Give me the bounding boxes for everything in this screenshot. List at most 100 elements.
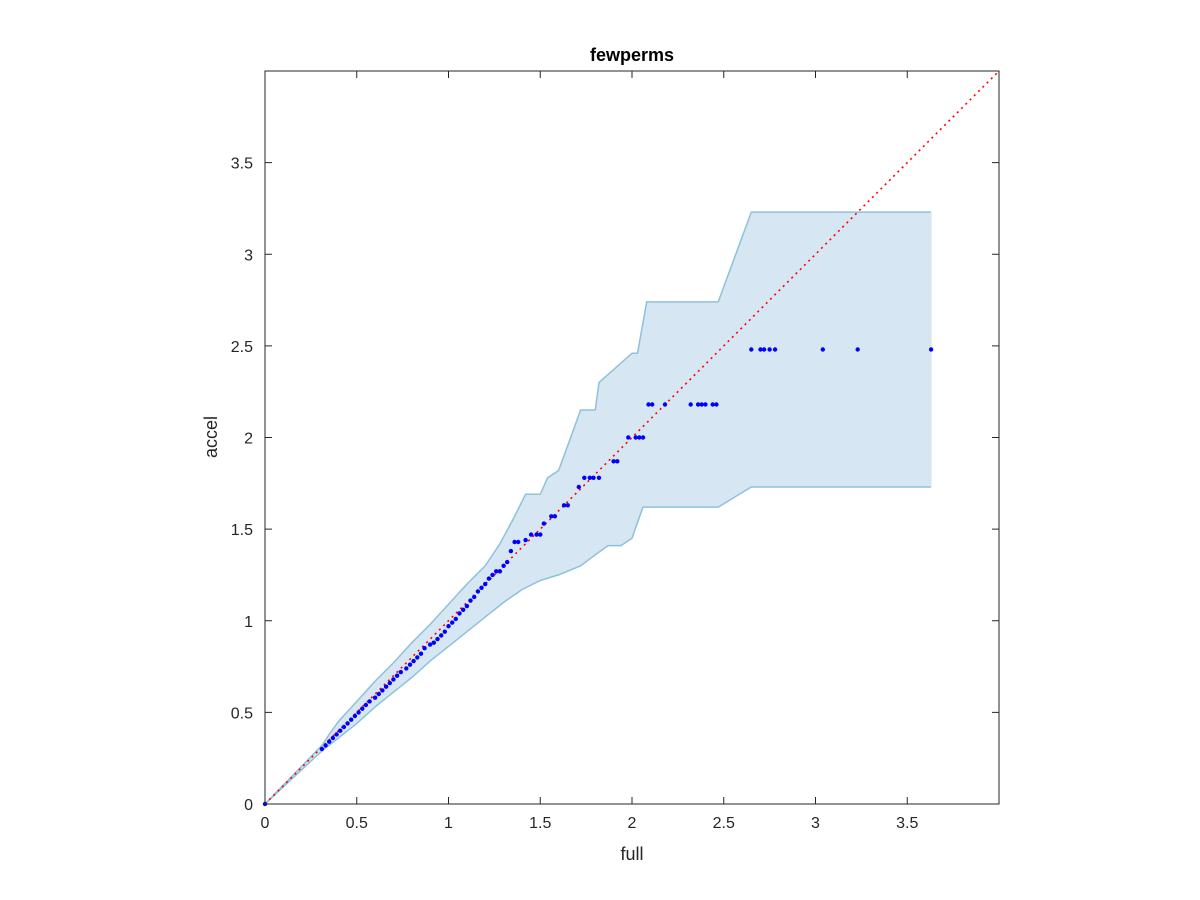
data-point [508, 548, 514, 554]
data-point [319, 746, 325, 752]
y-tick-label: 2.5 [231, 339, 253, 356]
data-point [398, 669, 403, 675]
data-point [352, 713, 358, 719]
data-point [338, 728, 343, 733]
data-point [439, 633, 444, 638]
data-point [453, 616, 458, 622]
data-point [855, 347, 860, 352]
data-point [637, 435, 642, 440]
data-point [360, 706, 365, 711]
data-point [407, 662, 413, 667]
reference-line-group [264, 70, 1000, 805]
data-point [523, 537, 528, 543]
data-point [376, 691, 381, 697]
band-fill [265, 212, 932, 805]
data-point [494, 569, 499, 574]
y-tick-label: 0 [244, 797, 253, 814]
data-point [345, 721, 350, 726]
data-point [323, 743, 328, 748]
data-point [468, 598, 473, 603]
data-point [327, 739, 332, 744]
data-point [552, 514, 558, 519]
data-point [391, 677, 396, 682]
data-point [576, 484, 581, 490]
data-point [475, 589, 481, 594]
x-tick-label: 3.5 [896, 815, 918, 832]
data-point [633, 435, 638, 440]
confidence-band [264, 211, 932, 805]
data-point [512, 539, 517, 545]
data-point [383, 684, 389, 689]
x-tick-label: 0 [261, 815, 270, 832]
data-point [486, 576, 492, 581]
data-point [688, 402, 693, 407]
x-tick-label: 1 [444, 815, 453, 832]
data-point [479, 585, 484, 590]
data-point [422, 646, 427, 651]
data-point [662, 402, 668, 407]
data-point [464, 603, 470, 609]
data-point [450, 620, 455, 625]
data-point [699, 402, 704, 407]
x-tick-label: 2 [628, 815, 637, 832]
x-tick-label: 1.5 [529, 815, 551, 832]
band-lower-edge [264, 486, 932, 805]
data-point [749, 347, 754, 352]
data-point [431, 640, 436, 645]
data-point [356, 710, 361, 715]
data-point [646, 402, 651, 407]
data-point [695, 402, 701, 407]
data-point [415, 655, 420, 660]
data-point [446, 624, 451, 629]
y-tick-label: 0.5 [231, 705, 253, 722]
data-point [404, 666, 409, 671]
x-tick-label: 0.5 [346, 815, 368, 832]
x-axis-label: full [620, 844, 643, 864]
y-tick-label: 1 [244, 614, 253, 631]
data-point [528, 532, 534, 537]
data-point [497, 569, 503, 574]
data-point [626, 435, 631, 440]
data-point [561, 503, 567, 508]
data-point [714, 402, 719, 407]
data-point [501, 563, 506, 568]
data-point [380, 688, 385, 693]
data-point [349, 717, 354, 722]
x-axis-ticks: 0 0.5 1 1.5 2 2.5 3 3.5 [261, 71, 918, 832]
reference-line [264, 70, 1000, 805]
data-point [538, 532, 543, 537]
data-point [442, 629, 447, 634]
data-point [591, 475, 596, 480]
data-point [330, 735, 336, 741]
data-point [363, 702, 369, 708]
data-point [461, 607, 466, 612]
data-point [820, 347, 825, 352]
x-tick-label: 2.5 [713, 815, 735, 832]
data-point [928, 347, 934, 352]
data-point [761, 347, 767, 352]
data-point [703, 402, 708, 407]
data-point [457, 611, 462, 616]
data-point [490, 572, 495, 578]
data-point [516, 539, 521, 545]
data-point [367, 699, 372, 704]
y-tick-label: 1.5 [231, 522, 253, 539]
data-point [596, 475, 602, 480]
data-point [334, 732, 339, 737]
data-point [505, 559, 510, 565]
data-point [582, 475, 587, 480]
chart-title: fewperms [590, 45, 674, 65]
data-point [611, 459, 616, 464]
data-point [483, 581, 488, 587]
data-point [640, 435, 646, 440]
data-point [387, 680, 392, 686]
data-point [372, 695, 378, 700]
y-tick-label: 3 [244, 247, 253, 264]
data-point [650, 402, 655, 407]
data-point [587, 475, 592, 480]
data-point [541, 521, 547, 526]
data-point [418, 651, 424, 656]
data-point [615, 459, 620, 464]
y-axis-ticks: 0 0.5 1 1.5 2 2.5 3 3.5 [231, 156, 999, 814]
